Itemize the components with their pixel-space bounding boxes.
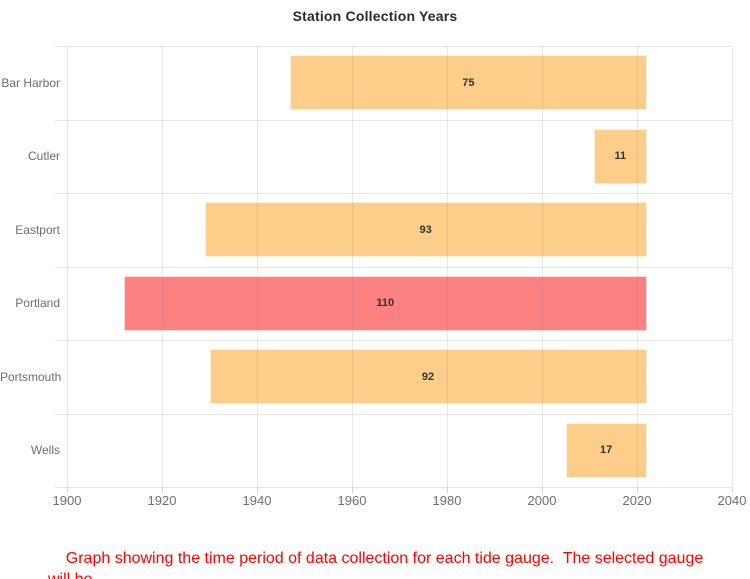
y-category-label-eastport: Eastport [15,222,60,237]
x-tick-1980 [447,487,448,493]
x-tick-1900 [67,487,68,493]
x-gridline-2040 [732,46,733,487]
x-tick-2020 [637,487,638,493]
y-category-label-portsmouth: Portsmouth [0,369,62,384]
x-tick-label-1980: 1980 [432,493,462,508]
band-divider-line [55,46,732,47]
bar-wells[interactable]: 17 [565,422,647,478]
bar-value-label: 110 [376,297,395,310]
band-divider-line [55,413,732,415]
caption-line-1: Graph showing the time period of data co… [48,550,704,579]
y-category-label-wells: Wells [30,443,60,458]
bar-portsmouth[interactable]: 92 [209,349,647,405]
chart-title: Station Collection Years [292,8,458,24]
x-tick-label-2020: 2020 [622,493,652,508]
x-tick-label-2000: 2000 [527,493,557,508]
x-tick-2040 [732,487,733,493]
bar-value-label: 11 [614,150,627,163]
y-category-label-bar-harbor: Bar Harbor [1,75,60,90]
x-tick-1960 [352,487,353,493]
band-divider-line [55,266,732,268]
bar-value-label: 92 [421,370,435,383]
band-divider-line [55,340,732,341]
bar-portland[interactable]: 110 [124,275,647,331]
band-divider-line [55,193,732,194]
bar-eastport[interactable]: 93 [204,202,647,258]
bar-value-label: 93 [419,223,432,236]
x-tick-1920 [162,487,163,493]
x-axis-line [55,487,732,488]
x-tick-label-1900: 1900 [52,493,82,508]
x-tick-1940 [257,487,258,493]
bar-value-label: 75 [462,76,475,89]
x-tick-label-2040: 2040 [717,493,747,508]
bar-value-label: 17 [600,444,613,457]
y-category-label-cutler: Cutler [27,149,60,164]
band-divider-line [55,119,732,121]
x-tick-2000 [542,487,543,493]
bar-bar-harbor[interactable]: 75 [290,55,647,111]
bar-cutler[interactable]: 11 [594,128,647,184]
x-tick-label-1960: 1960 [337,493,367,508]
x-tick-label-1940: 1940 [242,493,272,508]
x-tick-label-1920: 1920 [147,493,177,508]
chart-caption: Graph showing the time period of data co… [48,527,728,579]
y-category-label-portland: Portland [15,296,60,311]
